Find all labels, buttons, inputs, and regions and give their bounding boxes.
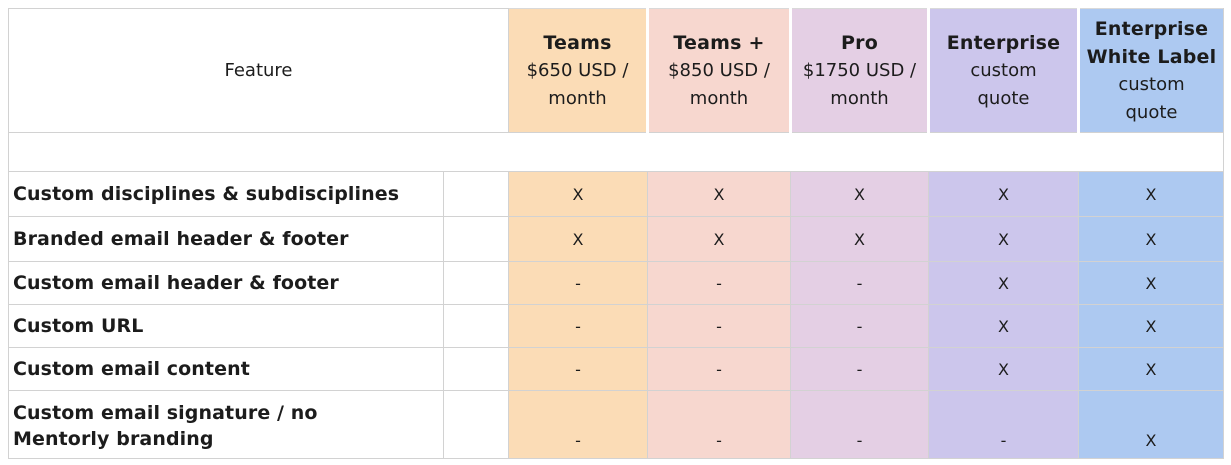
- plan-name: Pro: [841, 31, 878, 54]
- value-cell: -: [508, 390, 648, 459]
- value-cell: -: [790, 390, 929, 459]
- plan-price: custom quote: [970, 59, 1037, 109]
- feature-label: Custom email signature / no Mentorly bra…: [8, 390, 444, 459]
- value-cell: -: [647, 347, 791, 391]
- value-cell: X: [928, 261, 1079, 305]
- feature-label: Custom email content: [8, 347, 444, 391]
- plan-price: $1750 USD / month: [802, 59, 917, 109]
- plan-header-enterprise: Enterprise custom quote: [927, 8, 1079, 133]
- value-cell: -: [508, 304, 648, 348]
- gap-cell: [443, 390, 509, 459]
- value-cell: X: [1078, 216, 1224, 262]
- feature-row-custom-disciplines: Custom disciplines & subdisciplines X X …: [8, 171, 1224, 217]
- value-cell: X: [1078, 171, 1224, 217]
- value-cell: X: [647, 216, 791, 262]
- value-cell: X: [1078, 261, 1224, 305]
- plan-header-teams-plus: Teams + $850 USD / month: [646, 8, 791, 133]
- value-cell: -: [790, 261, 929, 305]
- feature-row-custom-email-content: Custom email content - - - X X: [8, 347, 1224, 391]
- plan-name: Teams: [543, 31, 612, 54]
- feature-row-branded-email-header-footer: Branded email header & footer X X X X X: [8, 216, 1224, 262]
- gap-cell: [443, 347, 509, 391]
- value-cell: X: [1078, 347, 1224, 391]
- feature-label: Custom URL: [8, 304, 444, 348]
- plan-header-enterprise-white-label: Enterprise White Label custom quote: [1077, 8, 1224, 133]
- plan-header-teams: Teams $650 USD / month: [508, 8, 648, 133]
- value-cell: -: [790, 304, 929, 348]
- value-cell: X: [928, 171, 1079, 217]
- feature-row-custom-url: Custom URL - - - X X: [8, 304, 1224, 348]
- value-cell: -: [928, 390, 1079, 459]
- plan-price: $850 USD / month: [668, 59, 770, 109]
- value-cell: -: [647, 390, 791, 459]
- plan-name: Teams +: [673, 31, 765, 54]
- pricing-comparison-table: Feature Teams $650 USD / month Teams + $…: [8, 8, 1224, 459]
- value-cell: -: [647, 261, 791, 305]
- plan-name: Enterprise White Label: [1086, 17, 1217, 68]
- value-cell: X: [928, 216, 1079, 262]
- feature-label: Branded email header & footer: [8, 216, 444, 262]
- spacer-row: [8, 132, 1224, 172]
- value-cell: X: [928, 347, 1079, 391]
- value-cell: X: [1078, 390, 1224, 459]
- value-cell: X: [790, 216, 929, 262]
- value-cell: X: [928, 304, 1079, 348]
- value-cell: X: [508, 171, 648, 217]
- value-cell: X: [790, 171, 929, 217]
- feature-label: Custom email header & footer: [8, 261, 444, 305]
- value-cell: -: [508, 261, 648, 305]
- feature-row-custom-email-header-footer: Custom email header & footer - - - X X: [8, 261, 1224, 305]
- gap-cell: [443, 304, 509, 348]
- value-cell: -: [790, 347, 929, 391]
- value-cell: -: [647, 304, 791, 348]
- value-cell: X: [1078, 304, 1224, 348]
- gap-cell: [443, 261, 509, 305]
- gap-cell: [443, 171, 509, 217]
- value-cell: -: [508, 347, 648, 391]
- value-cell: X: [508, 216, 648, 262]
- feature-label: Custom disciplines & subdisciplines: [8, 171, 444, 217]
- column-header-feature: Feature: [8, 8, 509, 133]
- value-cell: X: [647, 171, 791, 217]
- plan-header-pro: Pro $1750 USD / month: [789, 8, 929, 133]
- plan-price: custom quote: [1118, 73, 1185, 123]
- spacer-cell: [8, 132, 1224, 172]
- gap-cell: [443, 216, 509, 262]
- table-header-row: Feature Teams $650 USD / month Teams + $…: [8, 8, 1224, 133]
- plan-price: $650 USD / month: [526, 59, 629, 109]
- feature-row-custom-email-signature: Custom email signature / no Mentorly bra…: [8, 390, 1224, 459]
- plan-name: Enterprise: [946, 31, 1061, 54]
